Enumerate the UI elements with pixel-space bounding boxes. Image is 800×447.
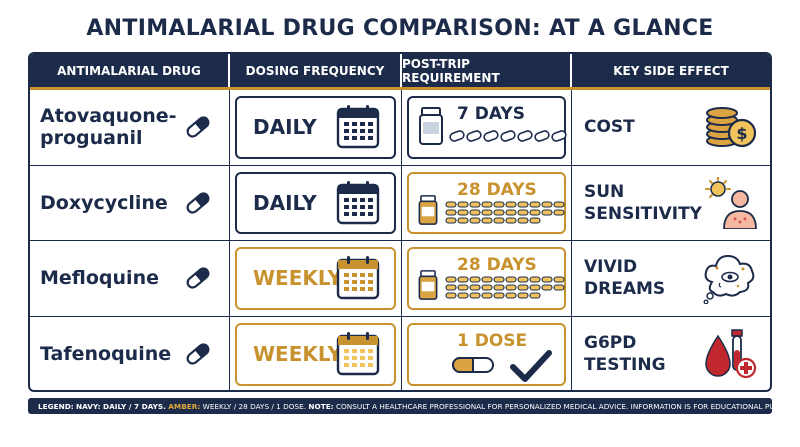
- calendar-icon: [336, 332, 380, 376]
- pill-grid-icon: [445, 200, 565, 224]
- requirement-label: 28 DAYS: [457, 179, 537, 200]
- header-drug: ANTIMALARIAL DRUG: [30, 54, 230, 87]
- capsule-icon: [186, 267, 210, 289]
- capsule-icon: [186, 343, 210, 365]
- requirement-cell: 28 DAYS: [402, 165, 572, 240]
- pill-bottle-icon: [418, 194, 438, 225]
- drug-cell: Doxycycline: [30, 165, 230, 240]
- drug-name: Mefloquine: [40, 267, 159, 290]
- comparison-table: ANTIMALARIAL DRUG DOSING FREQUENCY POST-…: [28, 52, 772, 392]
- drug-name: Doxycycline: [40, 191, 168, 214]
- drug-cell: Mefloquine: [30, 241, 230, 316]
- table-row: Doxycycline DAILY 28 DAYS: [30, 165, 770, 241]
- requirement-box: 28 DAYS: [407, 247, 566, 310]
- side-effect-label: SUN SENSITIVITY: [584, 181, 702, 224]
- dosing-cell: DAILY: [230, 90, 402, 165]
- requirement-label: 7 DAYS: [457, 104, 525, 124]
- side-effect-label: G6PD TESTING: [584, 333, 666, 376]
- coins-dollar-icon: $: [706, 107, 757, 148]
- pill-row-icon: [449, 130, 567, 142]
- header-side-effect: KEY SIDE EFFECT: [613, 63, 729, 78]
- requirement-box: 28 DAYS: [407, 171, 566, 234]
- requirement-cell: 1 DOSE: [402, 316, 572, 390]
- side-effect-cell: SUN SENSITIVITY: [572, 166, 770, 241]
- requirement-label: 28 DAYS: [457, 255, 537, 275]
- dream-cloud-icon: [703, 255, 755, 305]
- legend-navy: NAVY: DAILY / 7 DAYS.: [76, 401, 166, 411]
- legend-amber: WEEKLY / 28 DAYS / 1 DOSE.: [202, 401, 307, 411]
- pill-grid-icon: [445, 276, 565, 299]
- header-accent-line: [30, 87, 770, 90]
- dosing-cell: WEEKLY: [230, 241, 402, 316]
- header-requirement: POST-TRIP REQUIREMENT: [402, 54, 572, 87]
- dosing-label: WEEKLY: [253, 342, 342, 367]
- table-row: Atovaquone-proguanil DAILY 7 DAYS: [30, 90, 770, 166]
- table-row: Tafenoquine WEEKLY 1 DOSE: [30, 316, 770, 391]
- calendar-icon: [336, 105, 380, 149]
- svg-text:$: $: [736, 124, 747, 143]
- side-effect-cell: G6PD TESTING: [572, 317, 770, 391]
- dosing-box: WEEKLY: [235, 322, 396, 386]
- capsule-icon: [186, 116, 210, 138]
- legend-bar: LEGEND: NAVY: DAILY / 7 DAYS. AMBER: WEE…: [28, 398, 800, 414]
- table-row: Mefloquine WEEKLY 28 DAYS: [30, 241, 770, 317]
- capsule-icon: [451, 356, 494, 373]
- drug-name: Atovaquone-proguanil: [40, 105, 177, 150]
- table-body: Atovaquone-proguanil DAILY 7 DAYS: [30, 90, 770, 391]
- legend-label: LEGEND:: [38, 401, 74, 411]
- capsule-icon: [186, 192, 210, 214]
- requirement-cell: 7 DAYS: [402, 90, 572, 165]
- requirement-box: 7 DAYS: [407, 96, 567, 159]
- dosing-label: WEEKLY: [253, 266, 342, 291]
- calendar-icon: [336, 180, 380, 224]
- drug-name: Tafenoquine: [40, 343, 172, 366]
- side-effect-cell: VIVID DREAMS: [572, 241, 770, 316]
- pill-bottle-icon: [418, 270, 438, 300]
- table-header: ANTIMALARIAL DRUG DOSING FREQUENCY POST-…: [30, 54, 770, 87]
- dosing-box: WEEKLY: [235, 247, 396, 310]
- dosing-cell: WEEKLY: [230, 316, 402, 390]
- legend-note: CONSULT A HEALTHCARE PROFESSIONAL FOR PE…: [335, 401, 800, 411]
- side-effect-cell: COST $: [572, 90, 770, 165]
- requirement-box: 1 DOSE: [407, 322, 566, 386]
- requirement-cell: 28 DAYS: [402, 241, 572, 316]
- side-effect-label: VIVID DREAMS: [584, 257, 666, 300]
- dosing-label: DAILY: [253, 190, 317, 215]
- dosing-cell: DAILY: [230, 165, 402, 240]
- pill-bottle-icon: [419, 107, 443, 145]
- requirement-label: 1 DOSE: [457, 330, 528, 351]
- dosing-label: DAILY: [253, 115, 317, 140]
- legend-note-label: NOTE:: [308, 401, 334, 411]
- dosing-box: DAILY: [235, 171, 396, 234]
- page-title: ANTIMALARIAL DRUG COMPARISON: AT A GLANC…: [86, 16, 714, 41]
- sun-person-icon: [705, 176, 757, 229]
- side-effect-label: COST: [584, 117, 635, 138]
- header-dosing: DOSING FREQUENCY: [230, 54, 402, 87]
- dosing-box: DAILY: [235, 96, 396, 159]
- blood-test-icon: [705, 329, 757, 379]
- drug-cell: Atovaquone-proguanil: [30, 90, 230, 165]
- legend-amber-label: AMBER:: [168, 401, 201, 411]
- checkmark-icon: [510, 349, 552, 382]
- drug-cell: Tafenoquine: [30, 316, 230, 390]
- calendar-icon: [336, 256, 380, 300]
